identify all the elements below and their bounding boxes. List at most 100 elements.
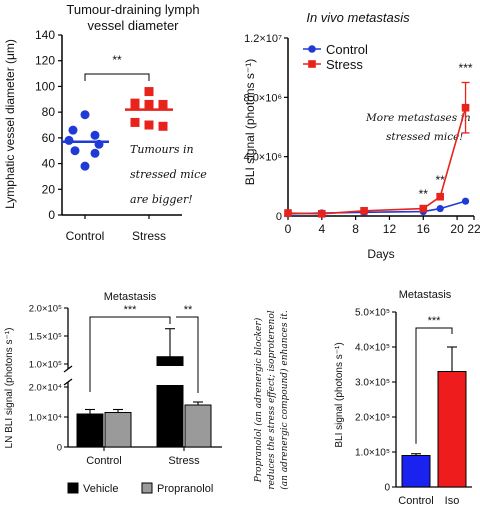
significance-label: ** [112,53,122,67]
y-tick-label: 2.0×10⁵ [29,304,62,315]
chart-title-line-2: vessel diameter [87,18,179,33]
panel-ln-metastasis: Metastasis LN BLI signal (photons s⁻¹) 0… [0,280,240,510]
y-tick-label: 5.0×10⁵ [355,308,390,319]
significance-label: ** [436,173,446,187]
chart-ln-metastasis: Metastasis LN BLI signal (photons s⁻¹) 0… [4,291,222,495]
data-point-stress [360,207,368,215]
y-axis-label: Lymphatic vessel diameter (μm) [3,39,17,209]
chart-vessel-diameter: Tumour-draining lymph vessel diameter Ly… [3,2,207,243]
bar-propranolol [104,412,132,448]
y-tick-label: 1.0×10⁵ [355,448,390,459]
x-tick-label: 4 [318,222,325,236]
chart-iso-metastasis: Metastasis BLI signal (photons s⁻¹) 0 1.0… [334,289,472,507]
y-axis-label: LN BLI signal (photons s⁻¹) [4,328,15,449]
x-tick-label: 8 [352,222,359,236]
y-axis-label: BLI signal (photons s⁻¹) [334,342,345,447]
legend-marker-stress [308,60,316,68]
annotation-line-2: stressed mice! [386,131,464,143]
y-tick-label: 1.5×10⁵ [29,332,62,343]
data-point-control [90,148,100,158]
x-tick-label-stress: Stress [132,229,166,243]
y-tick-label: 40 [42,157,56,171]
y-tick-label: 1.2×10⁷ [244,33,282,45]
panel-in-vivo-metastasis: In vivo metastasis BLI signal (photons s… [240,0,480,265]
y-tick-label: 4.0×10⁶ [244,152,282,164]
data-point-stress [318,209,326,218]
data-point-stress [130,117,140,127]
y-tick-label: 8.0×10⁶ [244,92,282,104]
significance-bracket [89,316,171,392]
bar-break-gap [156,366,184,385]
legend-marker-control [308,45,316,53]
significance-bracket [176,316,199,393]
chart-title: In vivo metastasis [306,10,410,25]
chart-title: Metastasis [399,289,452,301]
x-axis-label: Days [367,247,394,261]
side-note-line-2: reduces the stress effect; isoproterenol [267,310,277,489]
significance-label: *** [428,315,442,327]
y-tick-label: 1.0×10⁵ [29,360,62,371]
y-tick-label: 120 [35,54,55,68]
y-axis-label: BLI signal (photons s⁻¹) [243,59,257,185]
legend-label-vehicle: Vehicle [83,483,118,495]
x-tick-label-control: Control [86,455,121,467]
y-tick-label: 100 [35,79,55,93]
significance-bracket [84,73,150,81]
y-tick-label: 0 [384,483,390,494]
chart-in-vivo-metastasis: In vivo metastasis BLI signal (photons s… [243,10,480,261]
x-tick-label: 20 [450,222,464,236]
data-point-stress [144,120,154,130]
significance-bracket [415,327,453,444]
side-note-line-3: (an adrenergic compound) enhances it. [279,310,290,490]
data-point-control [80,110,90,120]
data-point-stress [284,209,292,217]
y-tick-label: 3.0×10⁵ [355,378,390,389]
data-point-control [64,135,74,145]
legend-swatch-propranolol [141,482,153,494]
side-note: Propranolol (an adrenergic blocker) redu… [250,300,290,500]
y-tick-label: 80 [42,105,56,119]
annotation-line-3: are bigger! [130,193,193,206]
bar-vehicle [76,413,104,448]
legend-label-stress: Stress [326,57,363,72]
annotation-line-1: More metastases in [365,112,471,124]
y-tick-label: 2.0×10⁵ [355,413,390,424]
series-line-stress [287,107,467,215]
x-tick-label-control: Control [66,229,105,243]
axis-break-mark [63,378,73,386]
x-tick-label: 0 [285,222,292,236]
y-tick-label: 20 [42,182,56,196]
panel-iso-metastasis: Metastasis BLI signal (photons s⁻¹) 0 1.0… [300,280,480,510]
chart-title: Metastasis [104,291,157,303]
significance-label: ** [419,187,429,201]
annotation-line-1: Tumours in [130,143,194,156]
data-point-stress [144,87,154,97]
data-point-control [461,197,470,205]
legend-label-control: Control [326,42,368,57]
chart-title-line-1: Tumour-draining lymph [66,2,199,17]
significance-label: *** [459,61,473,75]
data-point-stress [461,103,470,112]
side-note-line-1: Propranolol (an adrenergic blocker) [253,317,264,483]
y-tick-label: 2.0×10⁴ [29,383,62,394]
x-tick-label: 16 [417,222,431,236]
annotation-line-2: stressed mice [130,168,207,181]
data-point-control [90,130,100,140]
y-tick-label: 140 [35,28,55,42]
data-point-stress [158,99,168,109]
data-point-stress [158,121,168,131]
data-point-control [436,204,444,213]
data-point-stress [130,101,140,111]
data-point-control [80,161,90,171]
bar-control [401,455,431,488]
significance-label: ** [184,304,193,316]
side-note-text: Propranolol (an adrenergic blocker) redu… [253,310,290,490]
axis-break-mark [63,365,73,373]
data-point-control [70,146,80,156]
data-point-stress [144,99,154,109]
bar-iso [437,371,467,488]
x-tick-label: 12 [383,222,397,236]
panel-vessel-diameter: Tumour-draining lymph vessel diameter Ly… [0,0,240,250]
y-tick-label: 0 [276,211,282,223]
x-tick-label: 22 [467,222,480,236]
